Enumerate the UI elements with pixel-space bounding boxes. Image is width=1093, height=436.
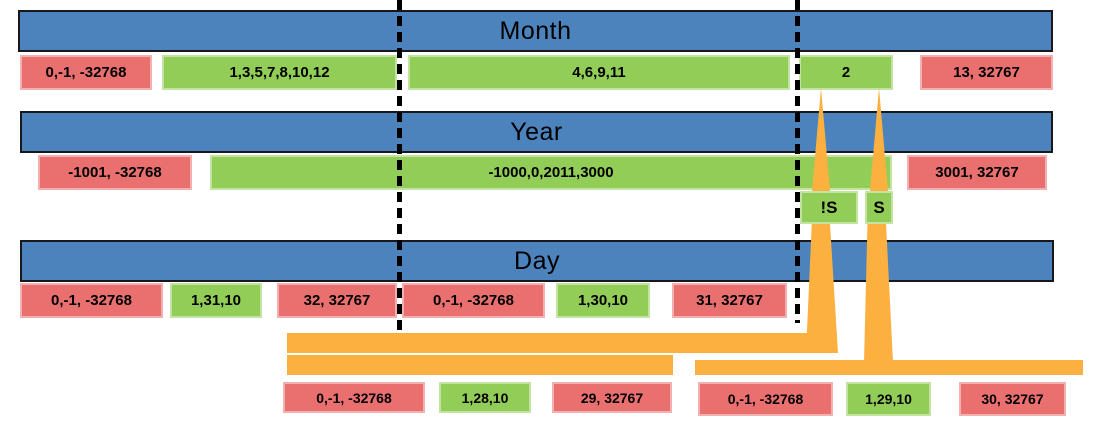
- day31-class-valid: 1,31,10: [170, 283, 262, 318]
- month-title: Month: [499, 16, 572, 45]
- year-title: Year: [510, 117, 563, 146]
- dashed-line-1: [397, 0, 402, 330]
- month-class-30day-months: 4,6,9,11: [408, 55, 790, 90]
- flow-bar-nonleap-upper: [287, 333, 837, 353]
- year-class-invalid-low: -1001, -32768: [38, 155, 192, 190]
- year-bar: Year: [20, 111, 1053, 153]
- month-bar: Month: [18, 10, 1053, 52]
- day-title: Day: [514, 246, 560, 275]
- feb-leap-class-invalid-low: 0,-1, -32768: [698, 382, 833, 416]
- month-class-31day-months: 1,3,5,7,8,10,12: [162, 55, 397, 90]
- month-class-invalid-low: 0,-1, -32768: [20, 55, 152, 90]
- flow-bar-nonleap-lower: [287, 355, 673, 375]
- leap-year-flag: S: [865, 191, 893, 224]
- day31-class-invalid-low: 0,-1, -32768: [20, 283, 163, 318]
- year-class-invalid-high: 3001, 32767: [907, 155, 1047, 190]
- feb-leap-class-valid: 1,29,10: [846, 382, 931, 416]
- flow-bar-leap: [695, 360, 1083, 375]
- month-class-february: 2: [799, 55, 893, 90]
- day-bar: Day: [20, 240, 1054, 282]
- day30-class-invalid-high: 31, 32767: [672, 283, 787, 318]
- feb-nonleap-class-invalid-low: 0,-1, -32768: [283, 382, 425, 413]
- year-class-valid: -1000,0,2011,3000: [210, 155, 892, 190]
- day30-class-valid: 1,30,10: [556, 283, 650, 318]
- month-class-invalid-high: 13, 32767: [920, 55, 1053, 90]
- day31-class-invalid-high: 32, 32767: [277, 283, 397, 318]
- day30-class-invalid-low: 0,-1, -32768: [402, 283, 545, 318]
- not-leap-year-flag: !S: [800, 191, 858, 224]
- feb-nonleap-class-invalid-high: 29, 32767: [552, 382, 672, 413]
- feb-leap-class-invalid-high: 30, 32767: [959, 382, 1066, 416]
- dashed-line-2: [795, 0, 800, 323]
- feb-nonleap-class-valid: 1,28,10: [439, 382, 531, 413]
